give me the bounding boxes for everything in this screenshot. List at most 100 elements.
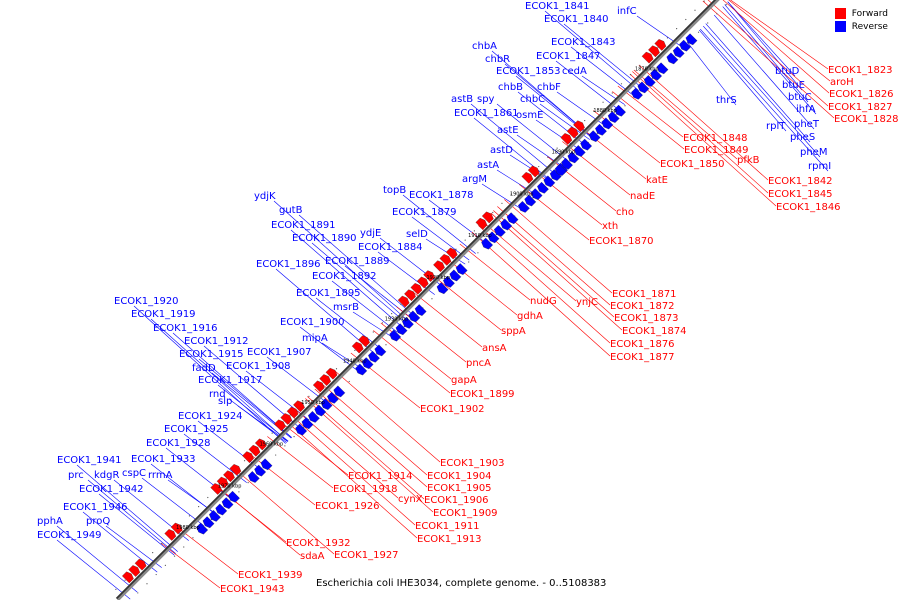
leader-line: [445, 257, 518, 316]
guide-dot: [155, 573, 157, 576]
tick-label: 1960 kbp: [260, 442, 284, 448]
reverse-gene: [355, 363, 368, 376]
guide-dot: [464, 239, 466, 241]
forward-gene-label: ECOK1_1845: [768, 189, 833, 200]
reverse-gene: [487, 231, 500, 244]
tick-label: 1930 kbp: [385, 317, 409, 323]
reverse-gene-label: rrmA: [148, 470, 173, 481]
leader-line: [612, 91, 685, 150]
forward-gene-label: ECOK1_1906: [424, 495, 489, 506]
forward-gene: [566, 126, 579, 139]
reverse-gene-label: chbA: [472, 41, 497, 52]
reverse-gene: [506, 212, 519, 224]
forward-gene: [325, 367, 338, 380]
reverse-gene: [209, 509, 221, 522]
reverse-gene-label: proQ: [86, 516, 110, 527]
leader-line: [617, 85, 684, 138]
reverse-gene: [549, 169, 562, 181]
forward-gene: [170, 522, 183, 535]
guide-dot: [725, 4, 727, 6]
guide-dot: [593, 110, 595, 112]
guide-dot: [556, 147, 558, 149]
reverse-gene-label: ECOK1_1928: [146, 438, 211, 449]
reverse-gene: [361, 357, 374, 369]
forward-gene-label: ansA: [482, 343, 507, 354]
reverse-gene-label: ECOK1_1919: [131, 309, 196, 320]
forward-gene: [416, 276, 429, 289]
reverse-gene: [601, 117, 614, 130]
reverse-gene-label: astD: [490, 145, 513, 156]
guide-dot: [173, 555, 176, 557]
guide-dot: [381, 322, 384, 324]
leader-line: [563, 23, 642, 88]
guide-dot: [284, 445, 286, 447]
forward-gene-label: sppA: [501, 326, 526, 337]
reverse-gene-label: pheM: [800, 147, 827, 158]
reverse-gene-label: thrS: [716, 95, 737, 106]
leader-line: [700, 28, 829, 172]
guide-dot: [624, 105, 626, 107]
reverse-gene-label: ECOK1_1861: [454, 108, 519, 119]
forward-gene-label: katE: [646, 175, 668, 186]
reverse-gene: [530, 188, 543, 200]
reverse-gene-label: ECOK1_1933: [131, 454, 196, 465]
tick-label: 1900 kbp: [510, 191, 534, 197]
forward-gene-label: nudG: [530, 296, 557, 307]
reverse-gene: [247, 471, 260, 483]
reverse-gene: [614, 104, 626, 117]
reverse-gene-label: btuE: [782, 80, 805, 91]
reverse-gene: [408, 310, 421, 323]
reverse-gene-label: ECOK1_1908: [226, 361, 291, 372]
reverse-gene-label: ECOK1_1896: [256, 259, 321, 270]
leader-line: [533, 170, 603, 226]
leader-line: [471, 231, 611, 357]
leader-line: [299, 326, 359, 372]
reverse-gene-label: btuC: [788, 92, 812, 103]
forward-gene-label: cynX: [398, 494, 423, 505]
forward-gene: [641, 51, 654, 64]
reverse-gene: [567, 151, 580, 164]
guide-dot: [501, 202, 503, 204]
guide-dot: [703, 0, 705, 2]
reverse-gene: [368, 350, 380, 363]
forward-gene-label: xth: [602, 221, 618, 232]
guide-dot: [620, 83, 623, 85]
reverse-gene-label: ECOK1_1892: [312, 271, 377, 282]
leader-line: [176, 526, 239, 575]
leader-line: [320, 382, 428, 476]
forward-gene: [248, 444, 261, 457]
leader-line: [428, 199, 487, 244]
forward-gene-label: ECOK1_1874: [622, 326, 687, 337]
reverse-gene: [656, 62, 669, 75]
leader-line: [497, 206, 611, 306]
forward-gene: [433, 260, 445, 273]
tick-label: 1880 kbp: [593, 108, 617, 114]
tick-label: 1940 kbp: [343, 358, 367, 364]
leader-line: [490, 212, 623, 331]
leader-line: [544, 10, 639, 91]
reverse-gene-label: ECOK1_1891: [271, 220, 336, 231]
reverse-gene: [327, 391, 339, 404]
forward-gene-label: ECOK1_1918: [333, 484, 398, 495]
reverse-gene: [637, 81, 650, 94]
tick-label: 1950 kbp: [301, 400, 325, 406]
leader-line: [315, 297, 381, 349]
leader-line: [76, 464, 178, 552]
guide-dot: [477, 252, 479, 254]
reverse-gene-label: kdgR: [94, 470, 119, 481]
leader-line: [519, 184, 590, 241]
guide-dot: [639, 64, 641, 67]
forward-gene-label: pfkB: [737, 155, 760, 166]
reverse-gene-label: ECOK1_1916: [153, 323, 218, 334]
leader-line: [298, 214, 414, 316]
leader-line: [56, 539, 131, 600]
leader-line: [377, 251, 435, 295]
forward-gene: [242, 451, 254, 464]
leader-line: [430, 273, 502, 331]
reverse-gene: [561, 157, 573, 170]
forward-gene-label: ECOK1_1823: [828, 65, 893, 76]
guide-dot: [400, 303, 402, 306]
forward-gene-label: gapA: [451, 375, 477, 386]
leader-line: [555, 60, 620, 111]
reverse-gene-label: gutB: [279, 205, 303, 216]
